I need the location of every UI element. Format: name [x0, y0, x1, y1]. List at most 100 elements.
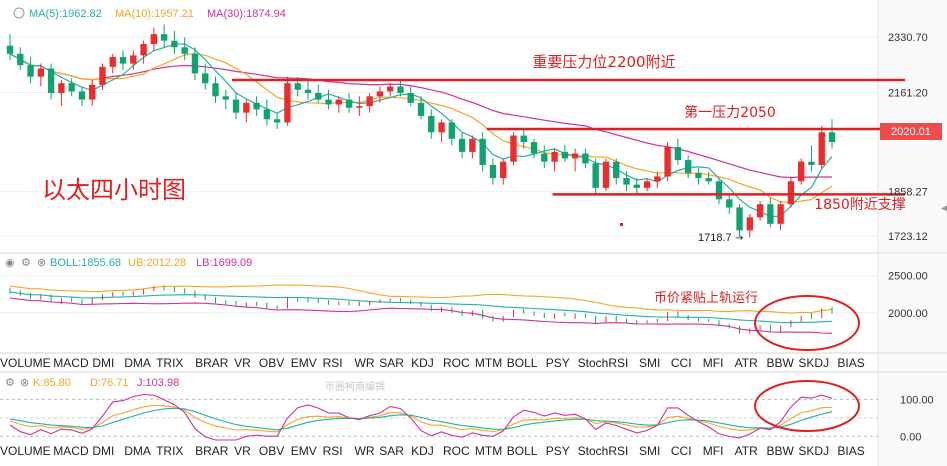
- candle-body: [736, 207, 743, 231]
- indicator-tab[interactable]: OBV: [259, 356, 284, 370]
- support-label: 1850附近支撑: [814, 197, 906, 213]
- candle-body: [674, 146, 682, 161]
- indicator-tab[interactable]: RSI: [323, 356, 343, 370]
- indicator-tab[interactable]: SAR: [379, 444, 404, 458]
- indicator-tab[interactable]: StochRSI: [578, 356, 629, 370]
- indicator-tab[interactable]: WR: [355, 356, 375, 370]
- candle-body: [510, 135, 517, 162]
- indicator-tab[interactable]: BIAS: [837, 444, 864, 458]
- candle-body: [818, 132, 825, 165]
- candle-body: [130, 55, 137, 64]
- indicator-tab[interactable]: KDJ: [411, 356, 434, 370]
- kdj-gridlines: [0, 398, 878, 437]
- kdj-j-legend: J:103.98: [137, 377, 179, 389]
- indicator-tab[interactable]: PSY: [546, 356, 570, 370]
- indicator-tab[interactable]: RSI: [323, 444, 343, 458]
- kdj-k-legend: K:85.80: [33, 377, 71, 389]
- candle-body: [304, 89, 312, 94]
- kdj-legend: ⚙ ⊗ K:85.80 D:76.71 J:103.98 币圈柯南编撰: [5, 376, 385, 393]
- kdj-settings-icon[interactable]: ⚙: [5, 376, 15, 389]
- indicator-tab[interactable]: EMV: [291, 356, 317, 370]
- indicator-tab[interactable]: VR: [234, 444, 251, 458]
- indicator-tab[interactable]: CCI: [671, 356, 692, 370]
- indicator-tab[interactable]: DMA: [124, 444, 151, 458]
- indicator-tab[interactable]: MACD: [53, 356, 89, 370]
- candle-body: [6, 45, 14, 54]
- indicator-tab[interactable]: SAR: [379, 356, 404, 370]
- indicator-tab[interactable]: BBW: [767, 444, 795, 458]
- indicator-tab[interactable]: DMI: [92, 356, 114, 370]
- indicator-tabs-bottom: VOLUME MACD DMI DMA TRIX BRAR VR OBV EMV RSI WR SAR…: [0, 444, 865, 458]
- price-tick-label: 1723.12: [888, 231, 928, 243]
- boll-price-bars: [9, 285, 833, 334]
- indicator-tab[interactable]: MFI: [703, 444, 724, 458]
- low-arrow-icon: →: [735, 233, 743, 244]
- boll-settings-icon[interactable]: ⚙: [21, 256, 31, 269]
- indicator-tab[interactable]: StochRSI: [578, 444, 629, 458]
- settings-gear-icon[interactable]: [13, 7, 25, 19]
- candle-body: [119, 57, 127, 64]
- indicator-tab[interactable]: SMI: [639, 356, 660, 370]
- indicator-tab[interactable]: OBV: [259, 444, 284, 458]
- ma30-line: [9, 53, 832, 179]
- indicator-tab[interactable]: WR: [355, 444, 375, 458]
- candle-body: [37, 68, 45, 77]
- indicator-tab[interactable]: TRIX: [156, 356, 183, 370]
- indicator-tab[interactable]: KDJ: [411, 444, 434, 458]
- indicator-tab[interactable]: CCI: [671, 444, 692, 458]
- candle-body: [407, 93, 414, 103]
- kdj-close-icon[interactable]: ⊗: [20, 376, 29, 389]
- indicator-tab[interactable]: VR: [234, 356, 251, 370]
- candle-body: [571, 153, 579, 159]
- indicator-tab[interactable]: SKDJ: [798, 444, 829, 458]
- indicator-tab[interactable]: BIAS: [837, 356, 864, 370]
- indicator-tab[interactable]: DMA: [124, 356, 151, 370]
- indicator-tab[interactable]: VOLUME: [0, 444, 51, 458]
- indicator-tab[interactable]: TRIX: [156, 444, 183, 458]
- indicator-tab[interactable]: ATR: [735, 444, 758, 458]
- indicator-tab[interactable]: BBW: [767, 356, 795, 370]
- candle-body: [417, 102, 425, 116]
- indicator-tab[interactable]: SMI: [639, 444, 660, 458]
- indicator-tab[interactable]: MTM: [475, 444, 502, 458]
- candle-body: [705, 178, 712, 182]
- boll-tick-label: 2500.00: [888, 271, 928, 283]
- indicator-tab[interactable]: MFI: [703, 356, 724, 370]
- indicator-tab[interactable]: MTM: [475, 356, 502, 370]
- indicator-tab[interactable]: BOLL: [507, 444, 538, 458]
- indicator-tab[interactable]: BOLL: [507, 356, 538, 370]
- ma-legend: MA(5):1962.82 MA(10):1957.21 MA(30):1874…: [13, 7, 286, 20]
- candle-body: [99, 66, 106, 85]
- indicator-tab[interactable]: BRAR: [195, 444, 229, 458]
- candle-body: [27, 65, 34, 77]
- candle-body: [808, 161, 815, 165]
- ma10-legend: MA(10):1957.21: [115, 8, 194, 20]
- major-resistance-label: 重要压力位2200附近: [532, 53, 675, 71]
- candle-body: [726, 199, 733, 208]
- candle-body: [222, 96, 229, 100]
- axis-scroll-icon[interactable]: ◀: [941, 203, 947, 214]
- kdj-highlight-circle: [754, 380, 860, 432]
- candle-body: [397, 86, 404, 94]
- boll-close-icon[interactable]: ⊗: [37, 256, 46, 269]
- indicator-tab[interactable]: BRAR: [195, 356, 229, 370]
- indicator-tab[interactable]: SKDJ: [798, 356, 829, 370]
- candle-body: [376, 91, 384, 97]
- indicator-tab[interactable]: DMI: [92, 444, 114, 458]
- indicator-tab[interactable]: PSY: [546, 444, 570, 458]
- indicator-tab[interactable]: ATR: [735, 356, 758, 370]
- price-axis-panel: [878, 0, 947, 466]
- boll-eye-icon[interactable]: ◉: [5, 256, 15, 269]
- indicator-tab[interactable]: ROC: [443, 356, 470, 370]
- candle-body: [294, 83, 301, 90]
- candle-body: [171, 40, 178, 48]
- indicator-tab[interactable]: EMV: [291, 444, 317, 458]
- indicator-tab[interactable]: ROC: [443, 444, 470, 458]
- indicator-tab[interactable]: VOLUME: [0, 356, 51, 370]
- candle-body: [458, 138, 466, 152]
- candle-body: [232, 99, 240, 113]
- marker-dot: [620, 223, 623, 226]
- indicator-tab[interactable]: MACD: [53, 444, 89, 458]
